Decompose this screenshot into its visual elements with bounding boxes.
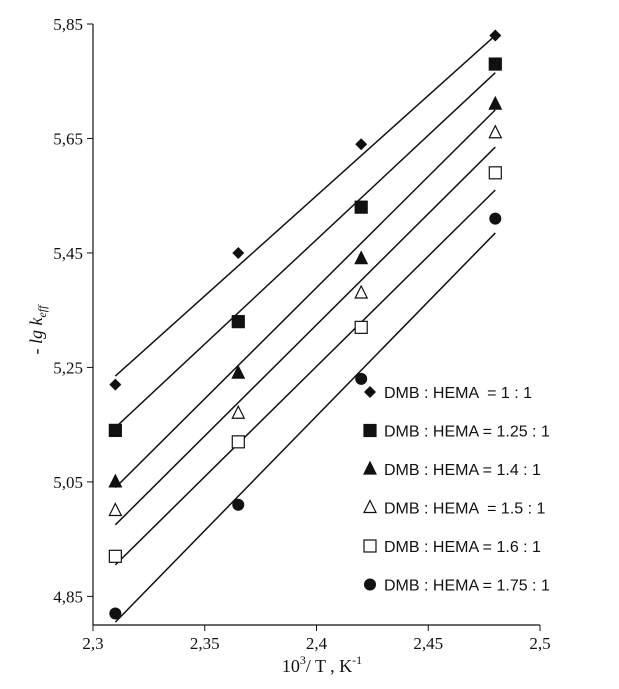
data-point-series-6 — [355, 372, 368, 385]
data-point-series-1 — [489, 29, 502, 42]
axes: 4,85 5,05 5,25 5,45 5,65 5,85 2,3 2,35 2,4 2,45 2,… — [53, 15, 550, 653]
y-tick-label: 5,65 — [53, 129, 83, 148]
y-axis-label-sub: eff — [35, 304, 49, 318]
legend-label-series-4: DMB : HEMA = 1.5 : 1 — [384, 501, 545, 518]
data-point-series-2 — [108, 423, 122, 437]
data-point-series-3 — [231, 364, 246, 379]
x-tick-label: 2,45 — [413, 634, 443, 653]
fit-line-series-1 — [114, 34, 496, 377]
fit-line-series-3 — [114, 109, 496, 489]
data-point-series-3 — [354, 250, 369, 265]
x-axis-label-sup: 3 — [300, 653, 306, 667]
data-point-series-2 — [231, 315, 245, 329]
legend: DMB : HEMA = 1 : 1 DMB : HEMA = 1.25 : 1 D… — [363, 385, 550, 595]
data-point-series-5 — [354, 320, 368, 334]
markers — [108, 29, 503, 620]
data-point-series-6 — [109, 607, 122, 620]
fit-line-series-5 — [114, 189, 496, 566]
data-point-series-5 — [231, 435, 245, 449]
y-axis-label: - lg keff — [26, 304, 49, 355]
data-point-series-6 — [489, 212, 502, 225]
y-axis-label-main: - lg k — [26, 316, 46, 354]
x-tick-label: 2,3 — [82, 634, 103, 653]
legend-label-series-6: DMB : HEMA = 1.75 : 1 — [384, 578, 550, 595]
fit-lines — [114, 34, 496, 623]
data-point-series-3 — [488, 95, 503, 110]
data-point-series-1 — [232, 246, 245, 259]
data-point-series-4 — [231, 404, 246, 419]
x-tick-label: 2,35 — [190, 634, 220, 653]
data-point-series-3 — [108, 473, 123, 488]
legend-marker-series-3 — [363, 460, 377, 475]
data-point-series-2 — [488, 57, 502, 71]
data-point-series-5 — [488, 166, 502, 180]
x-axis-label-sup2: -1 — [352, 653, 362, 667]
legend-marker-series-4 — [363, 499, 377, 514]
data-point-series-4 — [108, 502, 123, 517]
fit-line-series-2 — [114, 72, 496, 429]
x-axis-label-main: 10 — [282, 656, 300, 676]
data-point-series-4 — [354, 284, 369, 299]
y-tick-label: 5,45 — [53, 244, 83, 263]
legend-marker-series-6 — [364, 578, 376, 591]
legend-label-series-5: DMB : HEMA = 1.6 : 1 — [384, 539, 541, 556]
x-tick-label: 2,4 — [306, 634, 328, 653]
x-tick-label: 2,5 — [529, 634, 550, 653]
legend-marker-series-1 — [364, 386, 376, 398]
data-point-series-1 — [355, 138, 368, 151]
legend-label-series-3: DMB : HEMA = 1.4 : 1 — [384, 462, 541, 479]
legend-marker-series-5 — [363, 539, 377, 553]
y-tick-label: 4,85 — [53, 587, 83, 606]
x-axis-label: 103/ T , K-1 — [282, 653, 362, 676]
legend-marker-series-2 — [363, 423, 377, 438]
data-point-series-4 — [488, 124, 503, 139]
y-tick-label: 5,05 — [53, 473, 83, 492]
fit-line-series-4 — [114, 146, 496, 526]
data-point-series-1 — [109, 378, 122, 391]
data-point-series-5 — [108, 549, 122, 563]
legend-label-series-2: DMB : HEMA = 1.25 : 1 — [384, 424, 550, 441]
fit-line-series-6 — [114, 232, 496, 623]
data-point-series-2 — [354, 200, 368, 214]
x-axis-label-mid: / T , K — [306, 656, 352, 676]
y-tick-label: 5,85 — [53, 15, 83, 34]
y-tick-label: 5,25 — [53, 358, 83, 377]
legend-label-series-1: DMB : HEMA = 1 : 1 — [384, 385, 532, 402]
data-point-series-6 — [232, 498, 245, 511]
